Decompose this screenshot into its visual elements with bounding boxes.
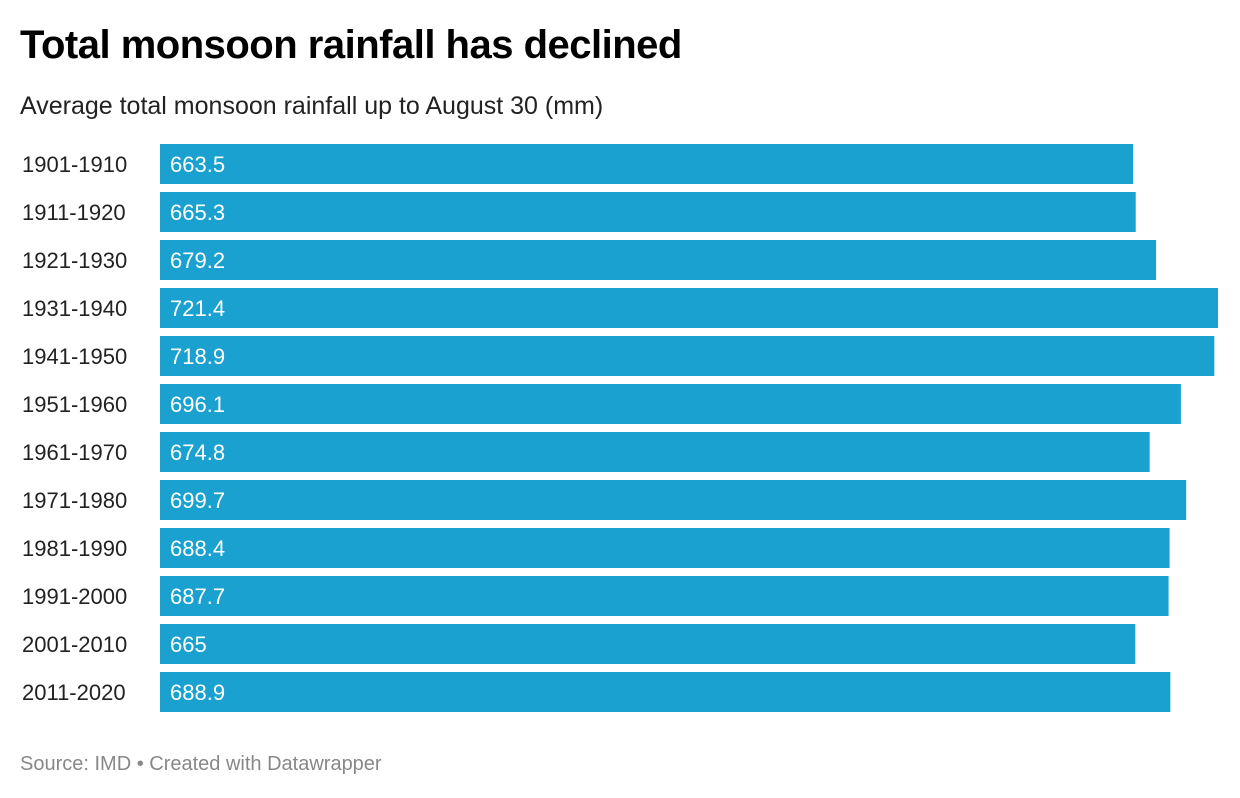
bar: [160, 144, 1134, 184]
bar: [160, 384, 1181, 424]
bar: [160, 528, 1170, 568]
bar-chart: 1901-1910 663.5 1911-1920 665.3 1921-1930 679…: [22, 144, 1218, 712]
data-label: 665.3: [170, 200, 225, 225]
category-label: 1931-1940: [22, 296, 127, 321]
data-label: 665: [170, 632, 207, 657]
category-label: 2011-2020: [22, 680, 126, 705]
bar: [160, 576, 1169, 616]
category-label: 1991-2000: [22, 584, 127, 609]
category-label: 1911-1920: [22, 200, 126, 225]
data-label: 679.2: [170, 248, 225, 273]
data-label: 721.4: [170, 296, 225, 321]
bar: [160, 432, 1150, 472]
chart-subtitle: Average total monsoon rainfall up to Aug…: [20, 92, 604, 120]
bar: [160, 336, 1215, 376]
data-label: 699.7: [170, 488, 225, 513]
category-label: 1941-1950: [22, 344, 127, 369]
category-label: 1921-1930: [22, 248, 127, 273]
data-label: 688.4: [170, 536, 225, 561]
data-label: 687.7: [170, 584, 225, 609]
bar: [160, 624, 1136, 664]
category-label: 1951-1960: [22, 392, 127, 417]
chart-title: Total monsoon rainfall has declined: [20, 23, 682, 67]
data-label: 688.9: [170, 680, 225, 705]
data-label: 718.9: [170, 344, 225, 369]
category-label: 2001-2010: [22, 632, 127, 657]
category-label: 1971-1980: [22, 488, 127, 513]
source-footer: Source: IMD • Created with Datawrapper: [20, 753, 382, 775]
bar: [160, 672, 1171, 712]
data-label: 663.5: [170, 152, 225, 177]
bar: [160, 240, 1157, 280]
category-label: 1961-1970: [22, 440, 127, 465]
data-label: 696.1: [170, 392, 225, 417]
bar: [160, 192, 1136, 232]
category-label: 1981-1990: [22, 536, 127, 561]
bar: [160, 288, 1218, 328]
bar: [160, 480, 1187, 520]
category-label: 1901-1910: [22, 152, 127, 177]
data-label: 674.8: [170, 440, 225, 465]
